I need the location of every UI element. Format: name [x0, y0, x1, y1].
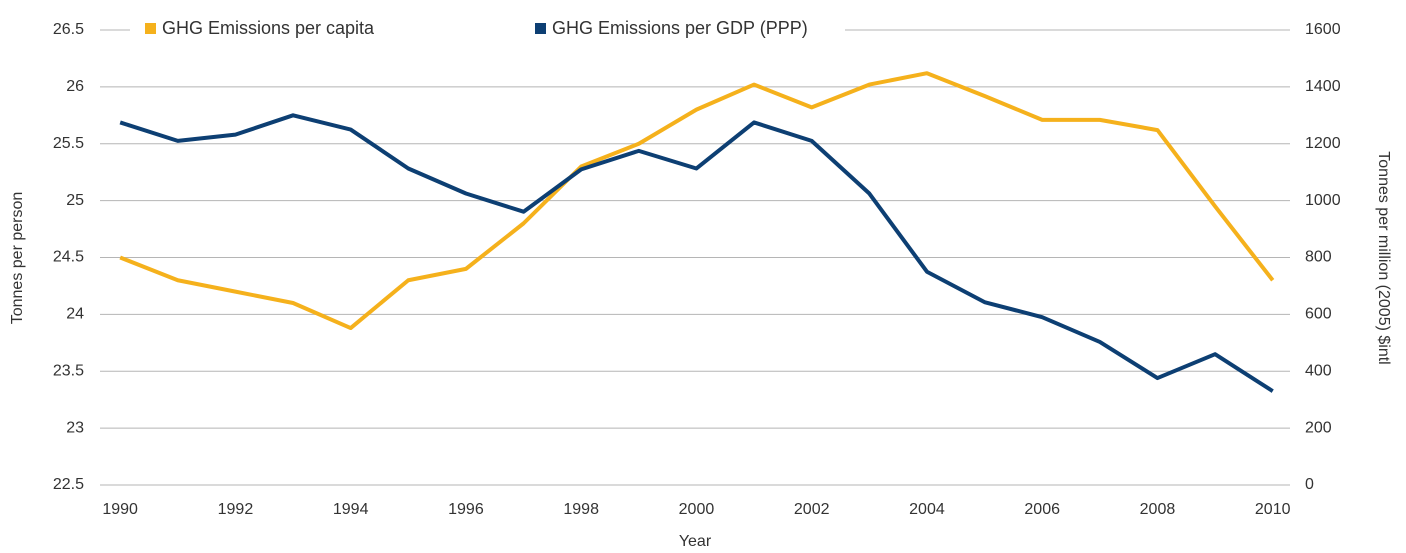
y2-tick-label: 200: [1305, 419, 1332, 436]
series-line: [119, 113, 1274, 393]
y-axis-label: Tonnes per person: [9, 192, 26, 325]
y-tick-label: 26: [66, 78, 84, 95]
y-tick-label: 25: [66, 192, 84, 209]
y-tick-label: 23.5: [53, 362, 84, 379]
y2-tick-label: 1200: [1305, 135, 1341, 152]
legend-swatch: [145, 23, 156, 34]
y2-tick-label: 1000: [1305, 192, 1341, 209]
x-tick-label: 2004: [909, 501, 945, 518]
x-tick-label: 1994: [333, 501, 369, 518]
legend-label: GHG Emissions per capita: [162, 18, 375, 38]
x-tick-label: 1990: [102, 501, 138, 518]
y-tick-label: 23: [66, 419, 84, 436]
x-tick-label: 2002: [794, 501, 830, 518]
y-tick-label: 22.5: [53, 476, 84, 493]
y2-axis-label: Tonnes per million (2005) $intl: [1375, 151, 1392, 364]
y2-tick-label: 1400: [1305, 78, 1341, 95]
y2-tick-label: 0: [1305, 476, 1314, 493]
y2-tick-label: 1600: [1305, 21, 1341, 38]
y-tick-label: 24.5: [53, 249, 84, 266]
y-tick-label: 24: [66, 306, 84, 323]
y-tick-label: 26.5: [53, 21, 84, 38]
x-tick-label: 1998: [563, 501, 599, 518]
x-axis-label: Year: [679, 533, 712, 550]
legend-swatch: [535, 23, 546, 34]
legend-label: GHG Emissions per GDP (PPP): [552, 18, 808, 38]
y-tick-label: 25.5: [53, 135, 84, 152]
series-line: [119, 71, 1275, 331]
y2-tick-label: 600: [1305, 306, 1332, 323]
x-tick-label: 1992: [218, 501, 254, 518]
x-tick-label: 1996: [448, 501, 484, 518]
x-tick-label: 2000: [679, 501, 715, 518]
x-tick-label: 2010: [1255, 501, 1291, 518]
x-tick-label: 2006: [1024, 501, 1060, 518]
legend-background: [130, 14, 845, 46]
y2-tick-label: 400: [1305, 362, 1332, 379]
y2-tick-label: 800: [1305, 249, 1332, 266]
x-tick-label: 2008: [1140, 501, 1176, 518]
